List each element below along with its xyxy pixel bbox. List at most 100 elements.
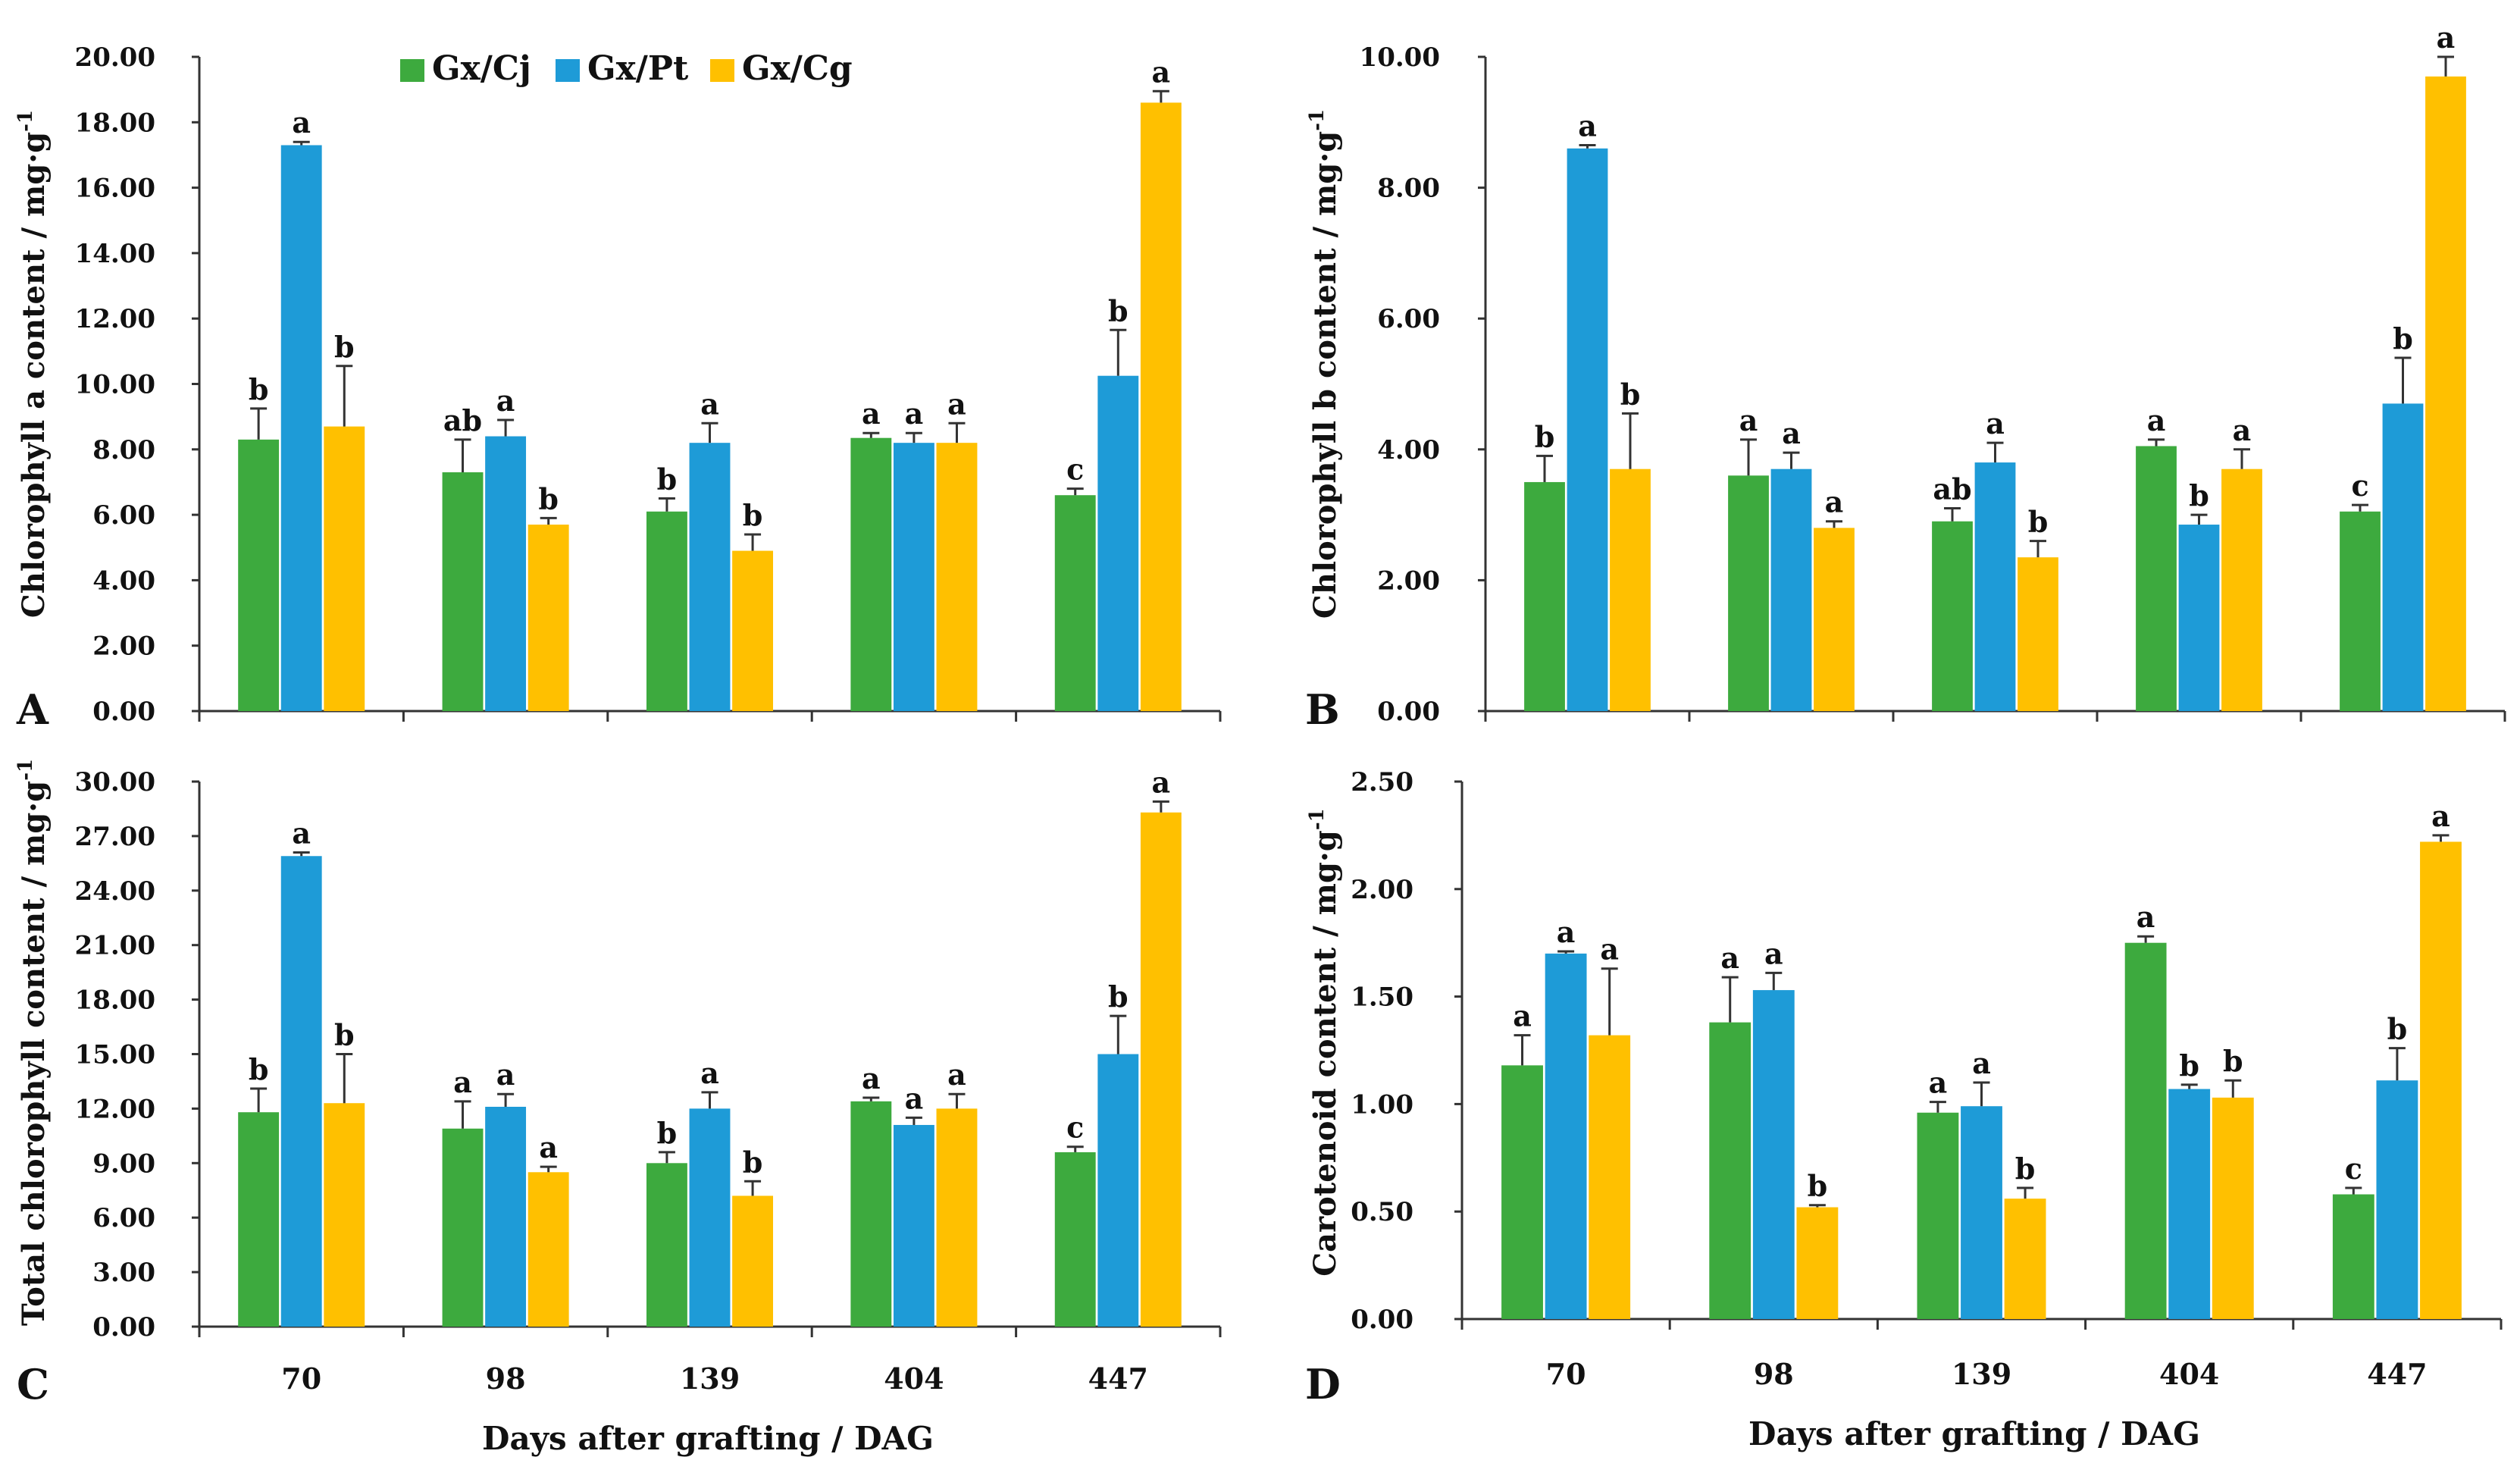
significance-label: a — [862, 1061, 881, 1095]
significance-label: b — [334, 330, 355, 364]
y-tick-label: 0.00 — [1377, 697, 1440, 727]
significance-label: a — [1152, 55, 1171, 89]
y-tick-label: 18.00 — [75, 108, 155, 138]
bar — [1917, 1112, 1959, 1319]
significance-label: b — [538, 481, 559, 515]
bar — [238, 439, 280, 711]
significance-label: a — [905, 1081, 924, 1115]
bar — [1589, 1035, 1631, 1319]
bar — [442, 1128, 484, 1327]
significance-label: c — [1066, 1111, 1084, 1145]
y-tick-label: 0.00 — [1351, 1305, 1413, 1335]
x-tick-label: 404 — [884, 1361, 944, 1396]
bar — [689, 1108, 731, 1327]
bar — [2382, 403, 2424, 711]
legend-label-gx-cj: Gx/Cj — [432, 49, 531, 88]
panel-a-plot: 0.00 2.00 4.00 6.00 8.00 10.00 12.00 14.00 16.00… — [75, 42, 1222, 727]
y-tick-label: 2.00 — [92, 631, 155, 662]
significance-label: b — [249, 372, 269, 406]
significance-label: c — [2351, 468, 2368, 503]
bar — [1752, 990, 1795, 1319]
bar — [893, 443, 934, 711]
bar — [850, 1101, 892, 1327]
bar — [1545, 953, 1587, 1319]
y-tick-label: 4.00 — [1377, 435, 1440, 465]
bar — [1796, 1207, 1839, 1319]
y-tick-label: 0.00 — [92, 1312, 155, 1343]
bar — [850, 437, 892, 711]
y-tick-label: 27.00 — [75, 822, 155, 852]
bar — [2018, 557, 2058, 711]
bar — [527, 1172, 569, 1327]
significance-label: a — [700, 387, 719, 421]
bar — [2136, 446, 2177, 711]
bar — [1974, 462, 2016, 711]
significance-label: ab — [1933, 472, 1971, 506]
significance-label: a — [1825, 485, 1844, 519]
significance-label: a — [1600, 932, 1619, 967]
x-tick-label: 70 — [281, 1361, 321, 1396]
bar — [1709, 1022, 1751, 1319]
bar — [2420, 841, 2462, 1319]
y-tick-label: 14.00 — [75, 239, 155, 269]
bar — [1501, 1065, 1543, 1319]
significance-label: a — [1986, 406, 2005, 440]
bar — [527, 525, 569, 711]
y-tick-label: 16.00 — [75, 174, 155, 204]
significance-label: b — [657, 1116, 678, 1150]
legend-label-gx-pt: Gx/Pt — [587, 49, 689, 88]
bar — [1932, 521, 1973, 711]
panel-a: A Chlorophyll a content / mg·g-1 — [14, 110, 52, 734]
panel-d-y-axis-label: Carotenoid content / mg·g-1 — [1306, 808, 1343, 1276]
y-tick-label: 12.00 — [75, 304, 155, 334]
panel-c-x-axis-label: Days after grafting / DAG — [482, 1420, 934, 1457]
bar — [1770, 468, 1812, 711]
legend-label-gx-cg: Gx/Cg — [742, 49, 853, 88]
y-tick-label: 2.00 — [1377, 566, 1440, 596]
significance-label: a — [2147, 403, 2166, 437]
bar — [646, 511, 687, 711]
bar — [689, 443, 731, 711]
significance-label: b — [334, 1018, 355, 1052]
bar — [936, 443, 978, 711]
significance-label: a — [947, 387, 966, 421]
significance-label: a — [1782, 416, 1801, 450]
panel-b-y-axis-label: Chlorophyll b content / mg·g-1 — [1306, 109, 1343, 619]
bar — [442, 472, 484, 711]
y-tick-label: 8.00 — [1377, 174, 1440, 204]
x-tick-label: 98 — [1754, 1357, 1794, 1391]
significance-label: b — [1535, 419, 1555, 453]
y-tick-label: 0.50 — [1351, 1197, 1413, 1227]
panel-c: C Total chlorophyll content / mg·g-1 Day… — [14, 759, 934, 1457]
y-tick-label: 24.00 — [75, 876, 155, 907]
panel-b: B Chlorophyll b content / mg·g-1 — [1305, 109, 1343, 734]
y-tick-label: 20.00 — [75, 42, 155, 73]
significance-label: c — [1066, 453, 1084, 487]
significance-label: a — [2431, 799, 2450, 833]
y-tick-label: 2.50 — [1351, 767, 1413, 797]
x-tick-label: 404 — [2159, 1357, 2219, 1391]
panel-c-y-axis-label: Total chlorophyll content / mg·g-1 — [14, 759, 52, 1326]
y-tick-label: 3.00 — [92, 1258, 155, 1288]
x-tick-label: 70 — [1546, 1357, 1586, 1391]
panel-letter-b: B — [1305, 685, 1340, 734]
bar — [2212, 1097, 2254, 1319]
significance-label: a — [1720, 941, 1739, 975]
panel-a-y-axis-label: Chlorophyll a content / mg·g-1 — [14, 110, 52, 618]
bar — [1567, 148, 1608, 711]
bar — [2376, 1080, 2418, 1319]
y-tick-label: 4.00 — [92, 566, 155, 596]
bar — [1054, 1152, 1096, 1327]
bar — [2332, 1194, 2374, 1319]
y-tick-label: 6.00 — [92, 500, 155, 531]
significance-label: b — [743, 498, 763, 532]
bar — [1140, 812, 1182, 1327]
bar — [324, 1103, 365, 1327]
bar — [324, 426, 365, 711]
bar — [732, 550, 774, 711]
significance-label: b — [2223, 1044, 2243, 1078]
bar — [1140, 102, 1182, 711]
panel-letter-a: A — [16, 685, 49, 734]
significance-label: b — [2015, 1152, 2036, 1186]
y-tick-label: 10.00 — [75, 370, 155, 400]
